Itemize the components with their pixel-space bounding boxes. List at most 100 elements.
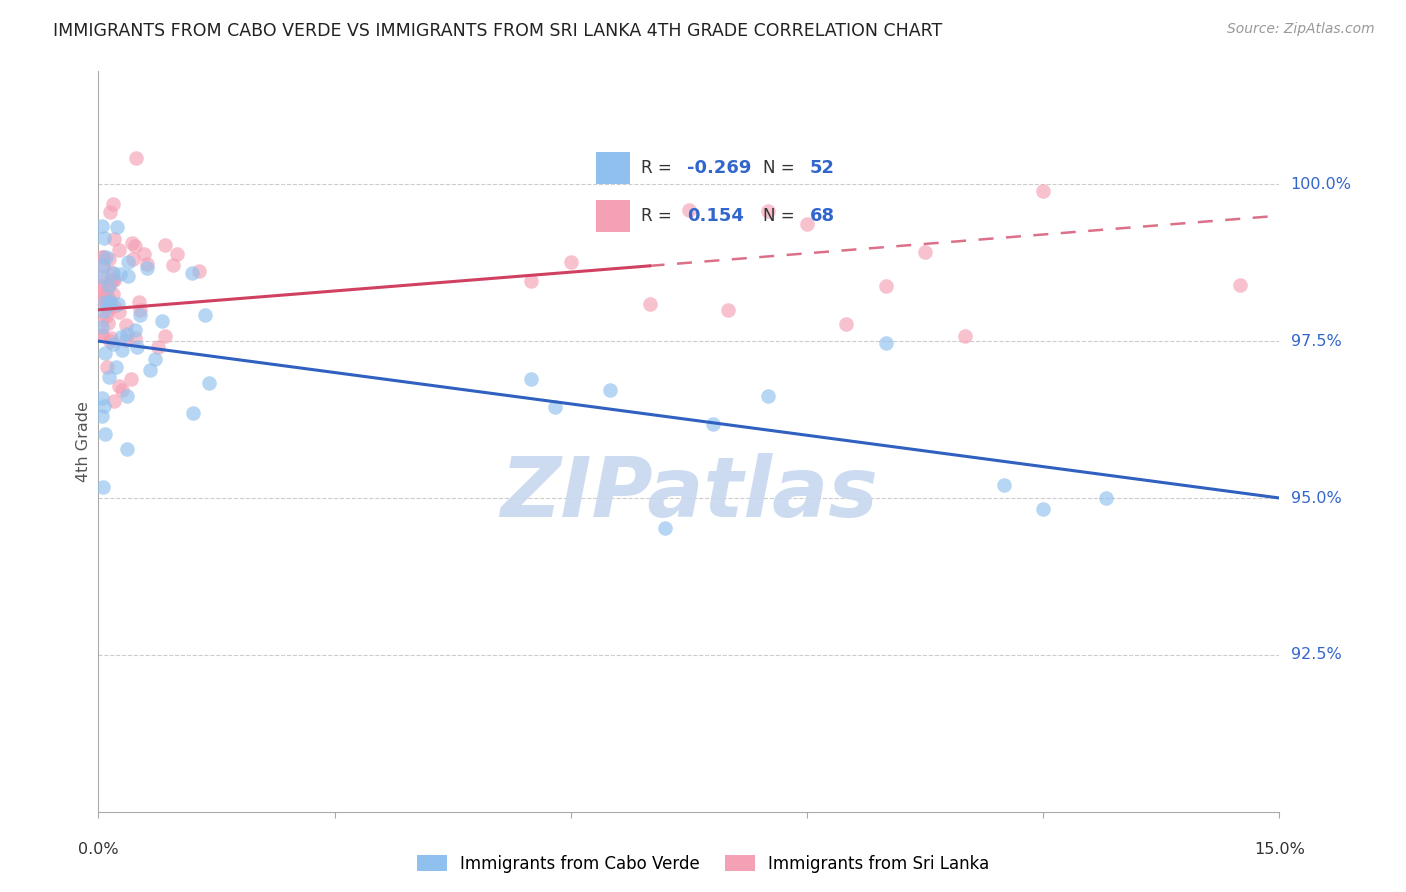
Point	[108, 379, 131, 393]
Point	[756, 389, 779, 403]
Point	[91, 219, 114, 234]
Point	[143, 352, 166, 367]
Point	[91, 269, 114, 284]
Point	[115, 442, 138, 457]
Point	[150, 313, 173, 327]
Point	[100, 273, 122, 287]
Point	[96, 289, 118, 303]
Point	[654, 521, 676, 535]
Point	[127, 340, 149, 354]
Point	[108, 267, 131, 281]
Point	[599, 383, 621, 397]
Point	[111, 343, 134, 357]
Point	[122, 252, 145, 266]
Point	[101, 197, 124, 211]
Point	[103, 273, 125, 287]
Text: IMMIGRANTS FROM CABO VERDE VS IMMIGRANTS FROM SRI LANKA 4TH GRADE CORRELATION CH: IMMIGRANTS FROM CABO VERDE VS IMMIGRANTS…	[53, 22, 942, 40]
Point	[94, 426, 117, 441]
Point	[103, 393, 125, 408]
Point	[103, 286, 125, 301]
Point	[98, 334, 121, 348]
Point	[187, 264, 209, 278]
Point	[560, 255, 582, 269]
Point	[135, 261, 157, 276]
Point	[756, 203, 779, 218]
Point	[94, 250, 117, 264]
Point	[124, 331, 146, 345]
Point	[128, 294, 150, 309]
Point	[135, 257, 157, 271]
Point	[796, 217, 818, 231]
Point	[98, 296, 121, 310]
Text: 0.0%: 0.0%	[79, 842, 118, 857]
Point	[128, 303, 150, 318]
Point	[162, 258, 184, 272]
Point	[544, 400, 567, 414]
Point	[91, 327, 114, 342]
Point	[103, 299, 125, 313]
Point	[91, 328, 114, 343]
Point	[1032, 501, 1054, 516]
Point	[98, 369, 121, 384]
Point	[108, 243, 131, 257]
Point	[108, 304, 131, 318]
Point	[101, 336, 124, 351]
Text: 92.5%: 92.5%	[1291, 648, 1341, 663]
Point	[91, 250, 114, 264]
Point	[121, 236, 143, 251]
Point	[702, 417, 724, 432]
Point	[91, 258, 114, 272]
Point	[103, 266, 125, 280]
Point	[107, 297, 129, 311]
Point	[103, 232, 125, 246]
Point	[97, 290, 120, 304]
Point	[94, 309, 117, 323]
Point	[128, 308, 150, 322]
Point	[100, 204, 122, 219]
Point	[520, 274, 543, 288]
Text: 15.0%: 15.0%	[1254, 842, 1305, 857]
Point	[91, 279, 114, 293]
Point	[194, 308, 217, 322]
Point	[148, 340, 170, 354]
Point	[155, 237, 177, 252]
Point	[115, 318, 138, 333]
Point	[717, 302, 740, 317]
Point	[97, 252, 120, 266]
Point	[638, 297, 661, 311]
Point	[91, 391, 114, 405]
Y-axis label: 4th Grade: 4th Grade	[76, 401, 91, 482]
Point	[91, 250, 114, 264]
Point	[124, 151, 146, 165]
Point	[93, 231, 115, 245]
Point	[101, 266, 124, 280]
Point	[139, 363, 162, 377]
Point	[124, 239, 146, 253]
Point	[1032, 184, 1054, 198]
Point	[117, 255, 139, 269]
Point	[91, 274, 114, 288]
Point	[111, 383, 134, 397]
Point	[197, 376, 219, 391]
Point	[93, 400, 115, 414]
Point	[875, 279, 897, 293]
Text: 100.0%: 100.0%	[1291, 177, 1351, 192]
Text: Source: ZipAtlas.com: Source: ZipAtlas.com	[1227, 22, 1375, 37]
Point	[1229, 278, 1251, 293]
Text: ZIPatlas: ZIPatlas	[501, 453, 877, 534]
Point	[993, 477, 1015, 491]
Point	[97, 316, 120, 330]
Point	[105, 360, 128, 375]
Point	[117, 268, 139, 283]
Point	[91, 293, 114, 307]
Point	[97, 279, 120, 293]
Legend: Immigrants from Cabo Verde, Immigrants from Sri Lanka: Immigrants from Cabo Verde, Immigrants f…	[411, 848, 995, 880]
Point	[120, 371, 142, 385]
Point	[953, 329, 976, 343]
Point	[91, 480, 114, 494]
Point	[134, 247, 156, 261]
Point	[97, 303, 120, 318]
Point	[101, 273, 124, 287]
Point	[91, 292, 114, 306]
Point	[914, 245, 936, 260]
